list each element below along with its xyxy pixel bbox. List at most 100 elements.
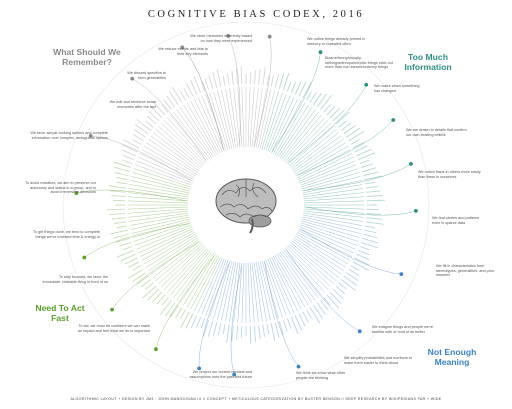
bias-leaf-line (141, 232, 195, 261)
bias-label-mark (114, 166, 130, 173)
bias-label-mark (320, 95, 332, 110)
bias-leaf-line (286, 246, 329, 291)
bias-leaf-line (302, 218, 361, 234)
bias-leaf-line (267, 95, 291, 152)
bias-label-mark (365, 225, 376, 229)
bias-label-mark (231, 325, 234, 342)
bias-leaf-line (296, 145, 349, 177)
category-dot (130, 76, 135, 81)
bias-label-mark (240, 66, 243, 85)
bias-leaf-line (297, 232, 351, 261)
bias-label-mark (183, 87, 190, 99)
note-too-much-5: We notice flaws in others more easily th… (418, 170, 481, 179)
bias-label-mark (253, 70, 256, 85)
bias-label-mark (109, 212, 126, 216)
bias-leaf-line (217, 90, 233, 149)
bias-leaf-line (301, 220, 360, 238)
bias-label-mark (358, 249, 370, 256)
bias-label-mark (165, 302, 176, 317)
bias-leaf-line (278, 252, 313, 303)
bias-label-mark (366, 199, 385, 202)
bias-label-mark (366, 212, 381, 215)
category-dot (180, 45, 185, 50)
bias-label-mark (354, 145, 368, 153)
bias-label-mark (113, 161, 132, 169)
bias-label-mark (122, 159, 133, 165)
bias-label-mark (236, 325, 239, 340)
bias-label-mark (249, 325, 252, 344)
bias-leaf-line (303, 188, 363, 198)
bias-leaf-line (255, 88, 267, 148)
bias-leaf-line (251, 262, 259, 323)
bias-label-mark (329, 291, 342, 304)
note-remember-1: We store memories differently based on h… (190, 34, 252, 43)
bias-label-mark (360, 163, 373, 169)
bias-leaf-line (303, 196, 364, 202)
bias-leaf-line (237, 262, 243, 323)
bias-label-mark (222, 75, 226, 86)
bias-leaf-line (265, 94, 287, 151)
bias-label-mark (366, 217, 383, 220)
bias-leaf-line (300, 224, 357, 246)
bias-label-mark (116, 225, 127, 229)
bias-label-mark (364, 229, 377, 234)
bias-label-mark (145, 120, 154, 128)
bias-label-mark (132, 265, 142, 271)
bias-leaf-line (128, 208, 189, 214)
bias-label-mark (298, 313, 306, 327)
bias-label-mark (266, 75, 270, 86)
bias-label-mark (148, 110, 160, 122)
bias-leaf-line (152, 240, 201, 278)
bias-leaf-line (300, 164, 357, 186)
bias-label-mark (266, 324, 270, 335)
bias-label-mark (111, 195, 126, 198)
bias-leaf-line (303, 212, 363, 222)
outer-ring (62, 21, 430, 389)
bias-leaf-line (179, 252, 214, 303)
bias-label-mark (309, 91, 317, 103)
bias-label-mark (348, 130, 365, 142)
note-act-fast-1: We favor simple-looking options and comp… (30, 131, 108, 140)
bias-leaf-line (290, 129, 337, 168)
bias-label-mark (274, 322, 280, 339)
category-branch (155, 255, 215, 350)
bias-leaf-line (148, 237, 199, 272)
bias-leaf-line (273, 100, 302, 154)
bias-leaf-line (173, 111, 211, 160)
bias-leaf-line (267, 258, 291, 315)
bias-leaf-line (129, 214, 189, 226)
bias-leaf-line (303, 208, 364, 214)
bias-label-mark (350, 265, 360, 271)
category-branch (285, 249, 360, 332)
category-branch (90, 135, 192, 181)
bias-leaf-line (145, 235, 197, 268)
category-branch (305, 206, 416, 216)
bias-leaf-line (133, 222, 191, 242)
bias-label-mark (366, 194, 383, 198)
bias-leaf-line (130, 216, 190, 230)
bias-leaf-line (288, 243, 334, 285)
bias-leaf-line (263, 92, 283, 150)
bias-leaf-line (183, 104, 216, 156)
bias-leaf-line (298, 230, 353, 257)
bias-label-mark (128, 261, 140, 268)
bias-leaf-line (237, 87, 243, 148)
bias-leaf-line (139, 153, 194, 180)
bias-label-mark (350, 139, 360, 145)
category-branch (272, 52, 321, 152)
bias-leaf-line (176, 109, 213, 159)
bias-leaf-line (135, 224, 192, 246)
bias-leaf-line (143, 233, 196, 265)
bias-leaf-line (225, 88, 237, 148)
bias-label-mark (329, 107, 341, 119)
bias-label-mark (298, 81, 307, 97)
bias-label-mark (326, 105, 336, 116)
quadrant-label-act-fast: Need To Act Fast (35, 303, 85, 323)
bias-leaf-line (299, 226, 356, 250)
bias-label-mark (202, 319, 210, 338)
category-dot (413, 209, 418, 213)
bias-leaf-line (128, 192, 189, 200)
bias-label-mark (170, 305, 179, 318)
bias-label-mark (309, 307, 321, 324)
bias-leaf-line (301, 168, 359, 188)
